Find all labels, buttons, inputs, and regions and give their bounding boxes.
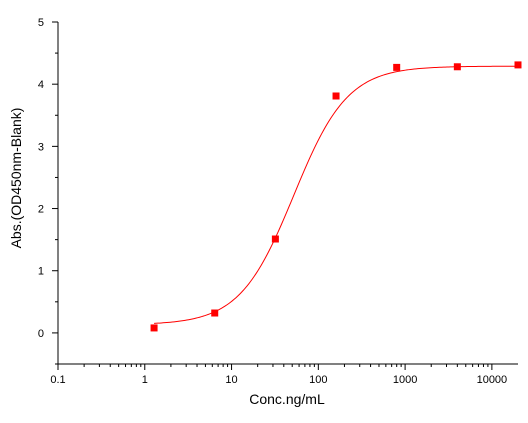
- data-point: [453, 63, 461, 71]
- y-axis-title: Abs.(OD450nm-Blank): [8, 108, 24, 249]
- fit-curve-layer: [154, 65, 519, 324]
- y-tick-label: 3: [38, 141, 44, 153]
- y-tick-label: 0: [38, 328, 44, 340]
- y-tick-label: 2: [38, 204, 44, 216]
- x-tick-label: 0.1: [50, 374, 65, 386]
- y-tick-label: 1: [38, 266, 44, 278]
- data-point: [393, 63, 401, 71]
- data-point: [150, 324, 158, 332]
- x-tick-label: 10000: [477, 374, 508, 386]
- x-axis-title: Conc.ng/mL: [249, 391, 325, 407]
- x-tick-label: 10: [225, 374, 237, 386]
- x-tick-label: 1000: [393, 374, 417, 386]
- data-point: [211, 309, 219, 317]
- data-point: [271, 235, 279, 243]
- data-points-layer: [150, 61, 522, 332]
- data-point: [514, 61, 522, 69]
- data-point: [332, 92, 340, 100]
- axes: [52, 21, 518, 370]
- y-tick-label: 4: [38, 79, 44, 91]
- y-tick-label: 5: [38, 17, 44, 29]
- x-tick-label: 1: [142, 374, 148, 386]
- tick-labels-layer: 0 1 2 3 4 5 0.1 1 10 100 1000 10000: [38, 17, 507, 386]
- x-tick-label: 100: [309, 374, 327, 386]
- fit-curve: [154, 65, 519, 324]
